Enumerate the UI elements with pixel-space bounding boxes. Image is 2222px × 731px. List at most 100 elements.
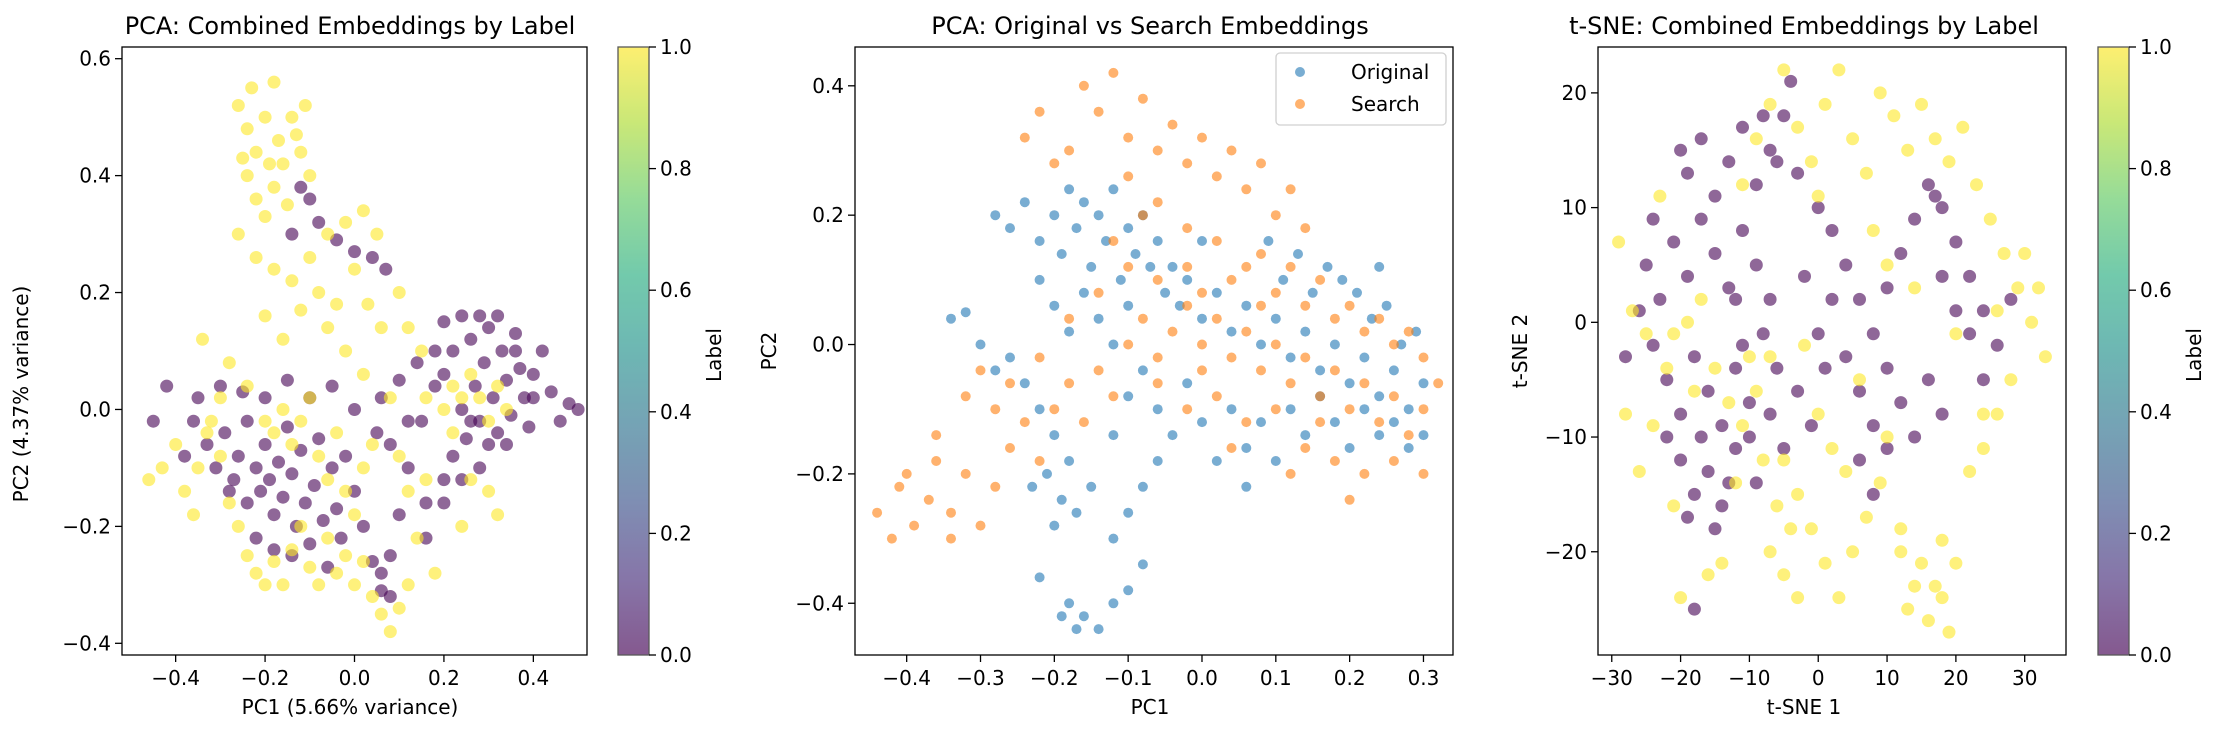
- data-point: [374, 321, 388, 335]
- data-point: [1034, 456, 1045, 466]
- data-point: [1674, 591, 1688, 605]
- data-point: [1344, 404, 1355, 415]
- data-point: [1736, 120, 1749, 134]
- data-point: [1300, 430, 1311, 441]
- data-point: [1034, 274, 1045, 285]
- y-tick-label: −10: [1545, 425, 1587, 449]
- data-point: [1123, 585, 1134, 596]
- data-point: [285, 543, 299, 557]
- colorbar-label: Label: [2182, 328, 2206, 382]
- data-point: [1935, 533, 1949, 547]
- data-point: [1694, 292, 1708, 306]
- plot-frame: [1597, 46, 2067, 656]
- data-point: [267, 262, 281, 276]
- data-point: [1694, 132, 1708, 146]
- data-point: [1005, 352, 1015, 363]
- data-point: [334, 531, 348, 545]
- data-point: [1687, 602, 1701, 616]
- data-point: [383, 625, 397, 639]
- y-tick-label: 0.0: [79, 397, 111, 421]
- data-point: [1736, 178, 1749, 192]
- data-point: [1123, 261, 1134, 272]
- data-point: [491, 379, 505, 393]
- data-point: [254, 484, 268, 498]
- data-point: [931, 430, 942, 441]
- y-tick-label: 0.2: [79, 281, 111, 305]
- data-point: [1839, 465, 1853, 478]
- data-point: [276, 332, 290, 346]
- data-point: [1093, 313, 1104, 324]
- data-point: [1908, 430, 1922, 444]
- data-point: [1329, 365, 1340, 376]
- data-point: [348, 508, 361, 522]
- data-point: [1798, 338, 1811, 352]
- data-point: [1182, 404, 1193, 415]
- data-point: [1123, 339, 1134, 350]
- data-point: [348, 578, 361, 592]
- data-point: [1182, 158, 1193, 169]
- data-point: [1894, 522, 1908, 536]
- data-point: [901, 468, 912, 479]
- x-tick-label: 0.1: [1260, 666, 1292, 690]
- data-point: [1182, 261, 1193, 272]
- y-tick-label: −20: [1545, 540, 1587, 564]
- data-point: [455, 473, 469, 487]
- x-tick-label: 30: [2012, 666, 2037, 690]
- data-point: [1736, 338, 1749, 352]
- colorbar-tick-label: 0.4: [2140, 400, 2172, 424]
- data-point: [312, 578, 326, 592]
- data-point: [931, 456, 942, 466]
- data-point: [428, 566, 442, 580]
- data-point: [1763, 97, 1777, 111]
- data-point: [1197, 287, 1207, 298]
- data-point: [1681, 269, 1694, 283]
- data-point: [258, 110, 272, 124]
- data-point: [1625, 304, 1639, 318]
- data-point: [437, 403, 451, 416]
- data-point: [1123, 300, 1134, 311]
- data-point: [1322, 261, 1333, 272]
- x-tick-label: 0.2: [1334, 666, 1366, 690]
- data-point: [1798, 269, 1811, 283]
- data-point: [1137, 210, 1148, 221]
- data-point: [1226, 443, 1237, 453]
- data-point: [1742, 396, 1756, 410]
- data-point: [1418, 430, 1429, 441]
- data-point: [401, 414, 415, 428]
- x-axis-label: PC1 (5.66% variance): [242, 695, 459, 719]
- data-point: [1749, 384, 1763, 398]
- data-point: [1374, 430, 1385, 441]
- data-point: [419, 531, 433, 545]
- data-point: [1749, 258, 1763, 272]
- data-point: [1935, 591, 1949, 605]
- data-point: [1763, 407, 1777, 421]
- data-point: [1784, 522, 1798, 536]
- data-point: [1167, 430, 1178, 441]
- data-point: [1145, 261, 1156, 272]
- data-point: [1123, 507, 1134, 518]
- x-ticks: −0.4 −0.3 −0.2 −0.1 0.0 0.1 0.2 0.3: [882, 655, 1439, 690]
- data-point: [312, 432, 326, 446]
- data-point: [1182, 223, 1193, 234]
- data-point: [1818, 361, 1832, 375]
- data-point: [1749, 476, 1763, 490]
- data-point: [222, 496, 236, 510]
- data-point: [1197, 132, 1207, 143]
- data-point: [455, 519, 469, 533]
- data-point: [446, 379, 460, 393]
- data-point: [437, 473, 451, 487]
- data-point: [1256, 249, 1266, 259]
- data-point: [303, 251, 317, 264]
- y-ticks: −0.4 −0.2 0.0 0.2 0.4: [795, 74, 855, 615]
- data-point: [513, 362, 527, 375]
- data-point: [1681, 510, 1694, 524]
- data-point: [1344, 300, 1355, 311]
- data-point: [1701, 465, 1715, 478]
- data-point: [1701, 384, 1715, 398]
- data-point: [1763, 292, 1777, 306]
- data-point: [1019, 197, 1030, 208]
- y-tick-label: −0.4: [795, 591, 844, 615]
- data-point: [1034, 352, 1045, 363]
- data-point: [356, 204, 370, 218]
- data-point: [1078, 287, 1089, 298]
